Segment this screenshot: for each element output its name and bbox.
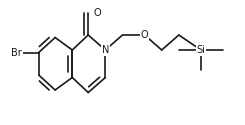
Text: Br: Br: [11, 48, 22, 58]
Text: O: O: [141, 30, 148, 40]
Text: N: N: [102, 45, 109, 55]
Text: Si: Si: [196, 45, 205, 55]
Text: O: O: [94, 8, 101, 18]
